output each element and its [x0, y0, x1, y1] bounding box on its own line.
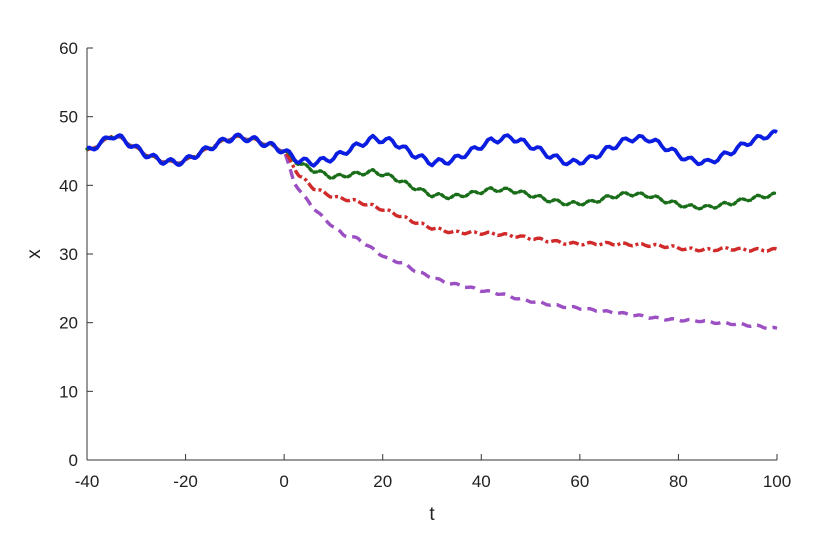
series-line-4 — [86, 134, 778, 331]
y-tick-label: 20 — [59, 314, 78, 333]
y-tick-label: 60 — [59, 39, 78, 58]
x-tick-label: 60 — [570, 472, 589, 491]
x-axis-label: t — [429, 504, 435, 525]
y-axis-label: x — [24, 249, 45, 259]
x-tick-label: 100 — [763, 472, 791, 491]
series-line-1 — [86, 129, 778, 168]
x-tick-label: 20 — [373, 472, 392, 491]
y-tick-label: 50 — [59, 108, 78, 127]
x-tick-label: -40 — [75, 472, 100, 491]
x-tick-label: -20 — [173, 472, 198, 491]
y-tick-label: 30 — [59, 245, 78, 264]
series-line-3 — [86, 134, 778, 253]
y-tick-label: 0 — [69, 451, 78, 470]
y-tick-label: 10 — [59, 382, 78, 401]
x-tick-label: 0 — [279, 472, 288, 491]
x-tick-label: 40 — [472, 472, 491, 491]
series-line-2 — [85, 133, 779, 211]
chart-axis-labels: t x — [24, 249, 435, 525]
x-tick-label: 80 — [669, 472, 688, 491]
y-tick-label: 40 — [59, 176, 78, 195]
chart-series-layer — [85, 129, 779, 331]
chart-axes: -40 -20 0 20 40 60 80 100 0 10 20 30 40 50 60 — [59, 39, 791, 491]
